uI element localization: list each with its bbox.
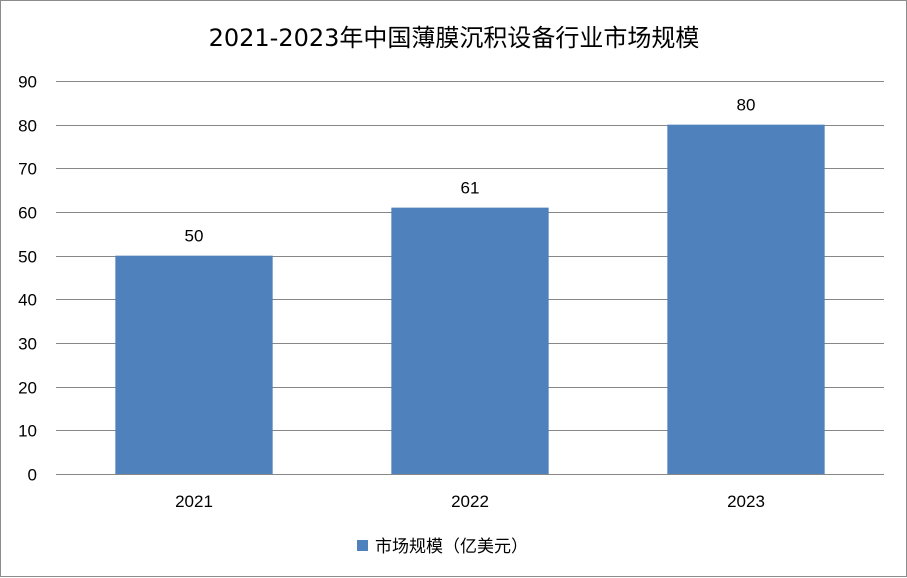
data-label: 80: [737, 96, 756, 115]
y-tick-label: 20: [18, 379, 37, 398]
y-tick-label: 90: [18, 73, 37, 92]
data-labels: 50 61 80: [185, 96, 756, 246]
y-tick-label: 50: [18, 248, 37, 267]
data-label: 50: [185, 227, 204, 246]
y-tick-label: 40: [18, 291, 37, 310]
legend-label: 市场规模（亿美元）: [375, 537, 528, 557]
y-tick-label: 80: [18, 117, 37, 136]
legend: 市场规模（亿美元）: [357, 537, 528, 557]
data-label: 61: [461, 179, 480, 198]
bar: [115, 255, 273, 474]
y-tick-label: 60: [18, 204, 37, 223]
y-tick-label: 70: [18, 160, 37, 179]
bars: [115, 124, 825, 475]
y-axis-ticks: 0 10 20 30 40 50 60 70 80 90: [18, 73, 37, 485]
x-tick-label: 2021: [175, 492, 213, 511]
y-tick-label: 0: [28, 466, 37, 485]
x-axis-ticks: 2021 2022 2023: [175, 492, 765, 511]
bar: [667, 124, 825, 475]
y-tick-label: 10: [18, 422, 37, 441]
legend-swatch: [357, 540, 368, 551]
x-tick-label: 2023: [727, 492, 765, 511]
x-tick-label: 2022: [451, 492, 489, 511]
bar: [391, 207, 549, 474]
y-tick-label: 30: [18, 335, 37, 354]
chart-title: 2021-2023年中国薄膜沉积设备行业市场规模: [209, 24, 700, 52]
